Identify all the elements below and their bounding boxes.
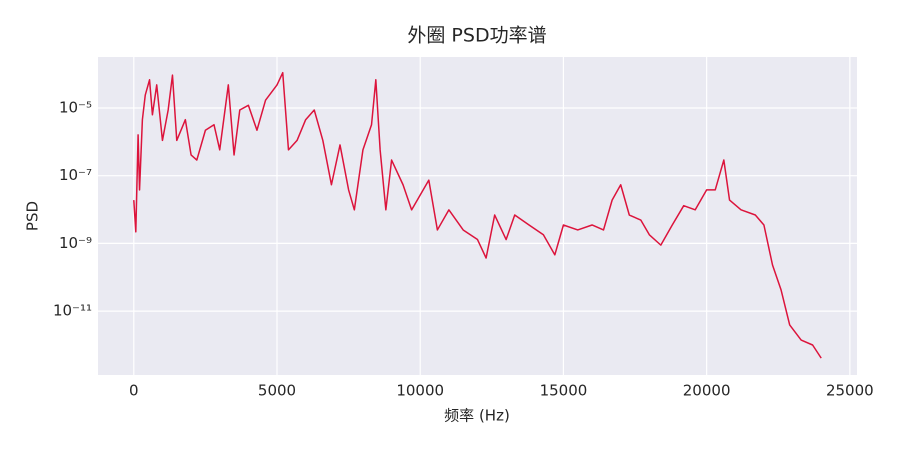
x-tick-label: 25000 [826,382,874,400]
data-line [133,71,822,359]
x-tick-label: 0 [129,382,139,400]
x-tick-label: 5000 [258,382,296,400]
y-tick-label: 10⁻⁹ [59,234,92,252]
y-tick-label: 10⁻⁵ [59,98,92,116]
y-tick-label: 10⁻¹¹ [53,302,92,320]
y-tick-label: 10⁻⁷ [59,166,92,184]
x-tick-label: 10000 [396,382,444,400]
x-tick-label: 15000 [540,382,588,400]
x-tick-label: 20000 [683,382,731,400]
y-axis-label: PSD [24,201,42,231]
chart-title: 外圈 PSD功率谱 [407,25,546,47]
plot-area [98,57,857,375]
x-axis-label: 频率 (Hz) [444,407,510,425]
